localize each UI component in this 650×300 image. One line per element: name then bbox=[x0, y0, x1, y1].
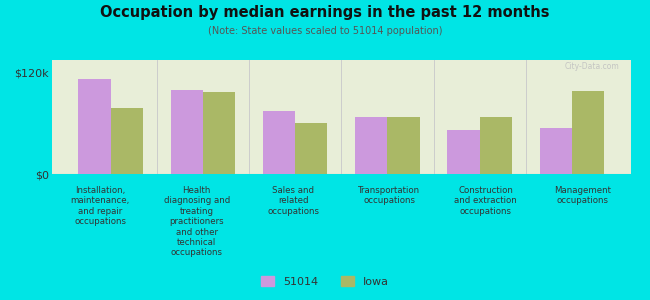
Bar bbox=[387, 117, 420, 174]
Bar bbox=[295, 123, 328, 174]
Bar bbox=[263, 111, 295, 174]
Text: Sales and
related
occupations: Sales and related occupations bbox=[267, 186, 319, 216]
Text: Installation,
maintenance,
and repair
occupations: Installation, maintenance, and repair oc… bbox=[71, 186, 130, 226]
Bar bbox=[447, 130, 480, 174]
Bar bbox=[111, 108, 143, 174]
Text: City-Data.com: City-Data.com bbox=[564, 62, 619, 71]
Bar bbox=[355, 117, 387, 174]
Bar bbox=[540, 128, 572, 174]
Bar bbox=[170, 90, 203, 174]
Bar bbox=[203, 92, 235, 174]
Text: (Note: State values scaled to 51014 population): (Note: State values scaled to 51014 popu… bbox=[208, 26, 442, 35]
Text: Transportation
occupations: Transportation occupations bbox=[358, 186, 421, 206]
Text: Occupation by median earnings in the past 12 months: Occupation by median earnings in the pas… bbox=[100, 4, 550, 20]
Text: Health
diagnosing and
treating
practitioners
and other
technical
occupations: Health diagnosing and treating practitio… bbox=[164, 186, 229, 257]
Legend: 51014, Iowa: 51014, Iowa bbox=[257, 272, 393, 291]
Bar bbox=[480, 117, 512, 174]
Bar bbox=[572, 91, 604, 174]
Text: Construction
and extraction
occupations: Construction and extraction occupations bbox=[454, 186, 517, 216]
Text: Management
occupations: Management occupations bbox=[554, 186, 611, 206]
Bar bbox=[78, 79, 111, 174]
